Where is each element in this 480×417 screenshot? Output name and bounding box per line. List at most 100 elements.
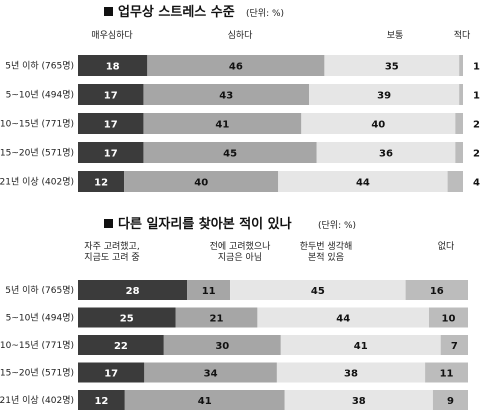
bar-segment	[447, 171, 463, 192]
category-label: 10~15년 (771명)	[0, 119, 74, 130]
category-label: 15~20년 (571명)	[0, 368, 74, 379]
data-label: 30	[215, 341, 229, 352]
legend-label-line: 지금은 아님	[218, 252, 262, 263]
data-label: 1	[473, 91, 480, 102]
bar-segment	[78, 280, 188, 300]
data-label: 38	[352, 396, 366, 407]
data-label: 38	[344, 369, 358, 380]
data-label: 17	[104, 149, 118, 160]
bar-segment	[143, 84, 309, 105]
data-label: 44	[356, 178, 370, 189]
bar-segment	[143, 142, 317, 163]
chart-unit: (단위: %)	[246, 8, 284, 19]
data-label: 9	[447, 396, 454, 407]
title-bullet-icon	[104, 219, 113, 228]
category-label: 5~10년 (494명)	[6, 313, 74, 324]
data-label: 36	[379, 149, 393, 160]
bar-segment	[440, 335, 468, 355]
bar-segment	[78, 390, 125, 410]
bar-segment	[284, 390, 433, 410]
bar-segment	[78, 55, 148, 76]
bar-segment	[280, 335, 441, 355]
bar-segment	[432, 390, 468, 410]
data-label: 45	[223, 149, 237, 160]
legend-label-line: 매우심하다	[91, 30, 133, 41]
bar-segment	[429, 307, 468, 328]
legend-label: 심하다	[228, 30, 254, 41]
data-label: 35	[385, 62, 399, 73]
data-label: 18	[106, 62, 120, 73]
bar-segment	[163, 335, 281, 355]
category-label: 10~15년 (771명)	[0, 340, 74, 351]
category-label: 15~20년 (571명)	[0, 148, 74, 159]
bar-segment	[309, 84, 460, 105]
bar-segment	[405, 280, 468, 300]
data-label: 10	[442, 314, 456, 325]
data-label: 28	[126, 286, 140, 297]
legend-label: 보통	[387, 30, 404, 41]
data-label: 25	[120, 314, 134, 325]
bar-segment	[78, 113, 144, 134]
data-label: 41	[354, 341, 368, 352]
bar-segment	[230, 280, 406, 300]
legend-label-line: 없다	[438, 241, 455, 252]
chart-unit: (단위: %)	[318, 220, 356, 231]
bar-segment	[78, 307, 176, 328]
legend-label: 한두번 생각해 본적 있음	[300, 240, 353, 263]
legend-label-line: 자주 고려했고,	[84, 240, 139, 252]
bar-segment	[147, 55, 325, 76]
legend-label: 자주 고려했고, 지금도 고려 중	[84, 240, 139, 263]
data-label: 12	[94, 396, 108, 407]
bar-segment	[425, 362, 468, 383]
data-label: 41	[215, 120, 229, 131]
data-label: 12	[94, 178, 108, 189]
bar-segment	[455, 142, 463, 163]
bar-segment	[144, 362, 277, 383]
legend-label-line: 본적 있음	[308, 251, 344, 263]
bar-segment	[257, 307, 429, 328]
category-label: 5년 이하 (765명)	[5, 61, 74, 72]
data-label: 17	[104, 120, 118, 131]
bar-segment	[459, 55, 463, 76]
bar-segment	[78, 171, 125, 192]
title-bullet-icon	[104, 7, 113, 16]
data-label: 16	[430, 286, 444, 297]
category-label: 21년 이상 (402명)	[0, 177, 74, 188]
bar-segment	[143, 113, 302, 134]
category-label: 5년 이하 (765명)	[5, 285, 74, 296]
bar-segment	[78, 335, 164, 355]
data-label: 1	[473, 62, 480, 73]
bar-segment	[175, 307, 258, 328]
legend-label: 없다	[438, 241, 455, 252]
data-label: 43	[219, 91, 233, 102]
legend-label-line: 한두번 생각해	[300, 240, 353, 252]
data-label: 45	[311, 286, 325, 297]
bar-segment	[324, 55, 460, 76]
bar-segment	[278, 171, 448, 192]
bar-segment	[455, 113, 463, 134]
legend-label: 전에 고려했으나 지금은 아님	[210, 240, 271, 263]
legend-label-line: 전에 고려했으나	[210, 240, 271, 252]
data-label: 39	[377, 91, 391, 102]
data-label: 2	[473, 149, 480, 160]
data-label: 17	[104, 369, 118, 380]
data-label: 41	[198, 396, 212, 407]
data-label: 21	[209, 314, 223, 325]
legend-label-line: 지금도 고려 중	[84, 252, 139, 263]
bar-segment	[459, 84, 463, 105]
data-label: 17	[104, 91, 118, 102]
bar-segment	[78, 142, 144, 163]
bar-segment	[301, 113, 456, 134]
data-label: 22	[114, 341, 128, 352]
legend-label-line: 적다	[454, 29, 471, 41]
data-label: 40	[194, 178, 208, 189]
data-label: 7	[451, 341, 458, 352]
data-label: 11	[202, 286, 216, 297]
bar-segment	[276, 362, 426, 383]
category-label: 21년 이상 (402명)	[0, 395, 74, 406]
chart-title: 다른 일자리를 찾아본 적이 있나	[118, 216, 292, 232]
data-label: 34	[204, 369, 218, 380]
bar-segment	[187, 280, 231, 300]
data-label: 4	[473, 178, 480, 189]
